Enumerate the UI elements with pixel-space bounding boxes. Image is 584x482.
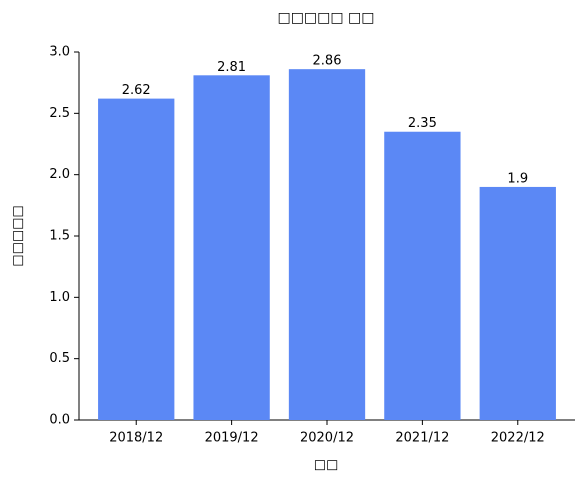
y-tick-label: 1.0 bbox=[49, 290, 70, 305]
value-label: 2.62 bbox=[122, 83, 151, 98]
y-tick-label: 0.0 bbox=[49, 413, 70, 428]
x-tick-label: 2021/12 bbox=[395, 431, 449, 446]
x-tick-label: 2022/12 bbox=[491, 431, 545, 446]
bar bbox=[479, 186, 556, 420]
value-label: 2.81 bbox=[217, 60, 246, 75]
x-tick-label: 2018/12 bbox=[109, 431, 163, 446]
y-tick-label: 1.5 bbox=[49, 229, 70, 244]
bar bbox=[384, 131, 461, 420]
x-axis-label: □□ bbox=[314, 458, 339, 473]
value-label: 2.86 bbox=[313, 54, 342, 69]
value-label: 2.35 bbox=[408, 116, 437, 131]
x-tick-label: 2020/12 bbox=[300, 431, 354, 446]
y-tick-label: 3.0 bbox=[49, 45, 70, 60]
bar bbox=[98, 98, 175, 420]
bar bbox=[288, 69, 366, 420]
y-tick-label: 0.5 bbox=[49, 351, 70, 366]
bar bbox=[193, 75, 270, 420]
y-tick-label: 2.0 bbox=[49, 167, 70, 182]
chart-title: □□□□□ □□ bbox=[277, 10, 374, 26]
x-tick-label: 2019/12 bbox=[205, 431, 259, 446]
y-tick-label: 2.5 bbox=[49, 106, 70, 121]
y-axis-label: □□□□□ bbox=[11, 205, 26, 266]
value-label: 1.9 bbox=[507, 171, 528, 186]
